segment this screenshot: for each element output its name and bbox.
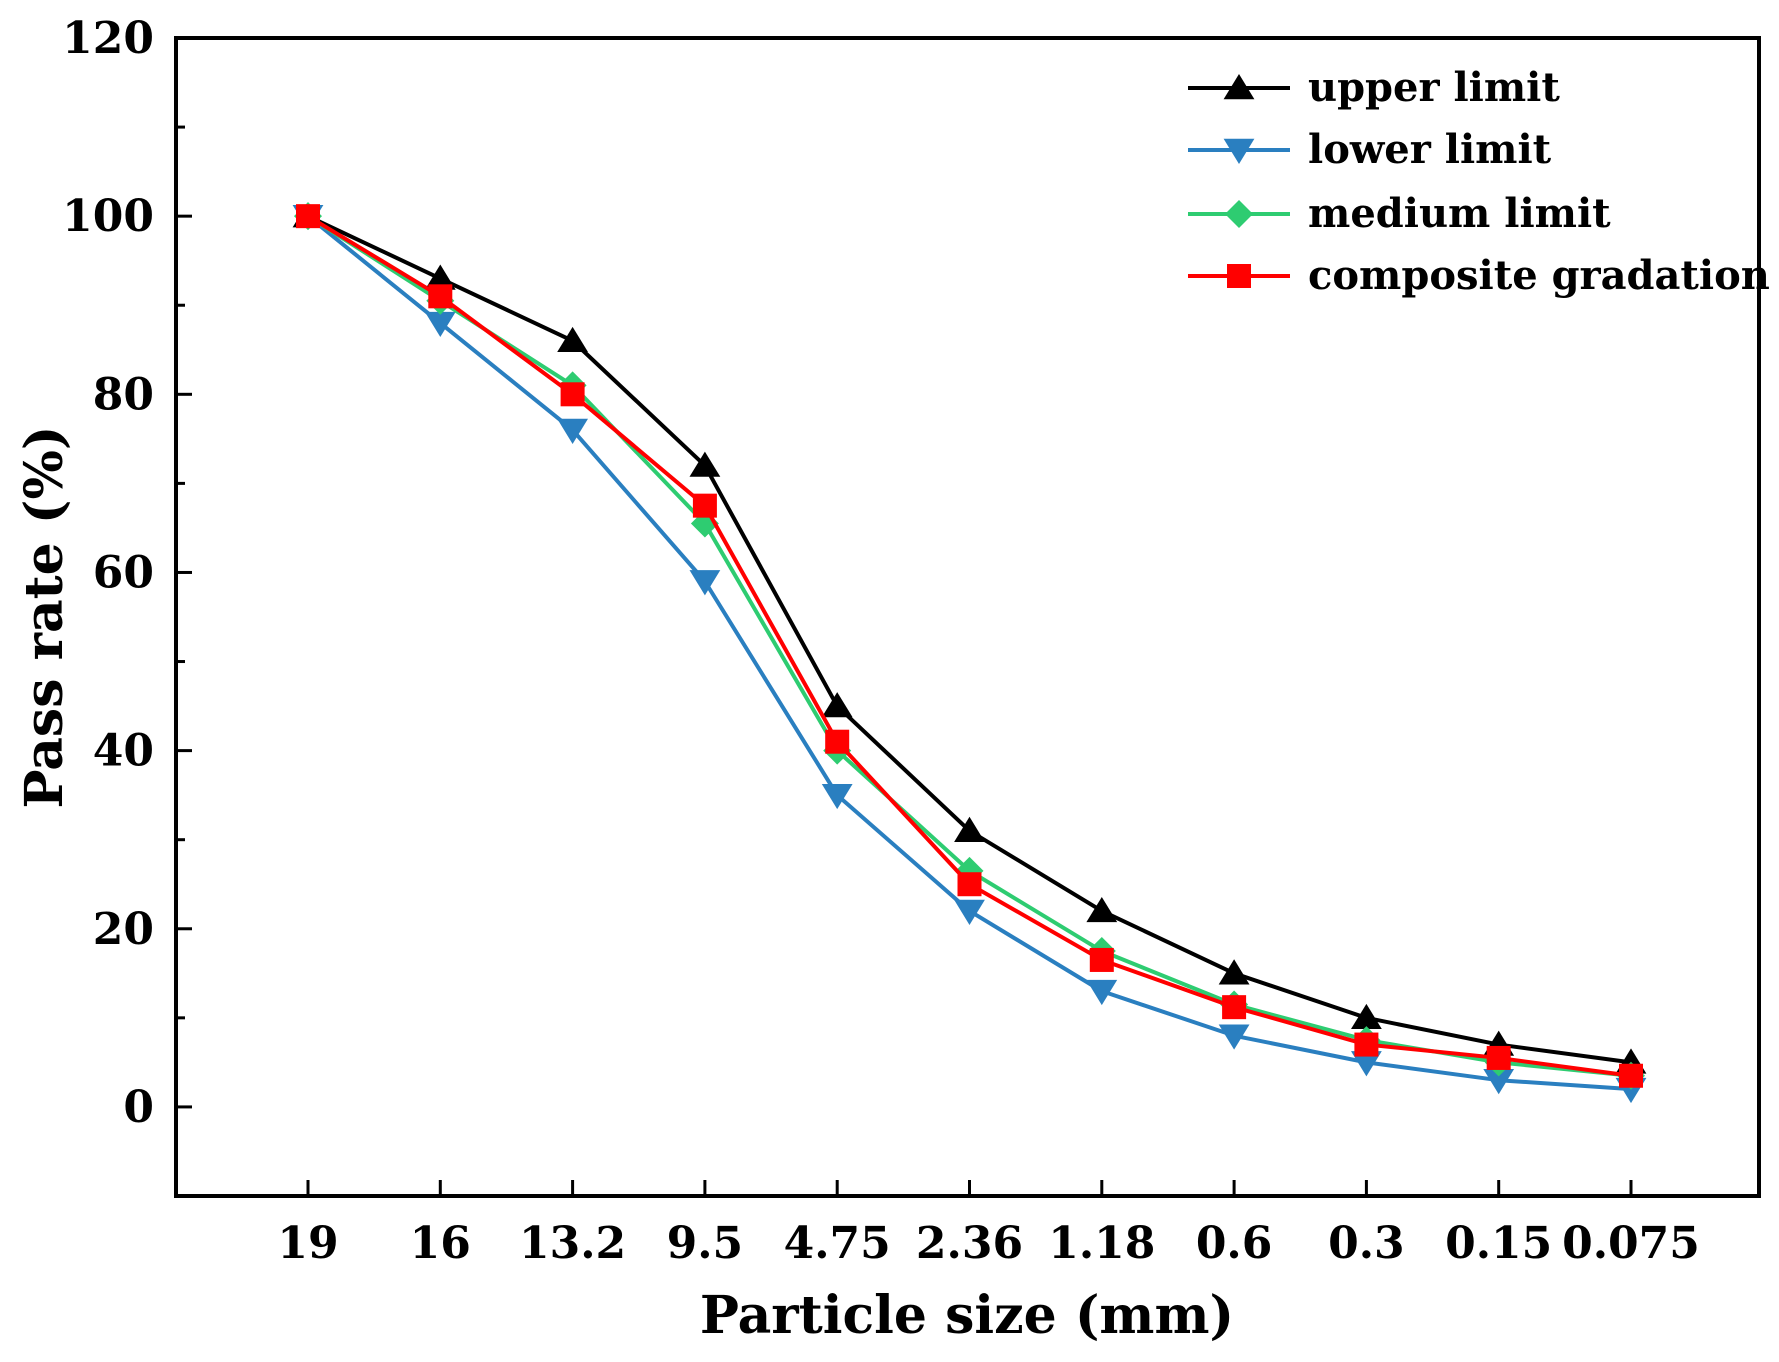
legend: upper limit lower limit medium limit compos… (1188, 64, 1770, 299)
data-point (689, 451, 721, 477)
x-tick-label: 16 (410, 1218, 471, 1269)
y-tick-label: 80 (93, 369, 154, 420)
legend-label: medium limit (1308, 190, 1611, 237)
y-tick-label: 100 (62, 191, 154, 242)
data-point (957, 872, 982, 897)
x-tick-label: 1.18 (1048, 1218, 1155, 1269)
data-point (560, 382, 585, 407)
legend-entry: composite gradation (1188, 252, 1770, 299)
legend-entry: medium limit (1188, 190, 1611, 237)
data-point (821, 783, 853, 810)
data-point (1218, 959, 1250, 985)
x-tick-label: 19 (277, 1218, 338, 1269)
data-point (557, 418, 588, 444)
data-point (954, 816, 985, 842)
data-point (1351, 1003, 1382, 1030)
legend-label: composite gradation (1308, 252, 1770, 299)
data-point (1354, 1032, 1379, 1057)
x-tick-label: 0.075 (1562, 1218, 1700, 1269)
data-point (821, 692, 853, 718)
y-axis-ticks: 0 20 40 60 80 100 120 (62, 13, 192, 1133)
data-point (1086, 896, 1118, 923)
data-point (424, 311, 456, 338)
data-point (954, 899, 985, 925)
legend-marker (1223, 138, 1255, 164)
x-axis-label: Particle size (mm) (700, 1285, 1234, 1346)
y-tick-label: 60 (93, 547, 154, 598)
legend-entry: lower limit (1188, 126, 1552, 173)
legend-entry: upper limit (1188, 64, 1560, 111)
x-tick-label: 13.2 (519, 1218, 626, 1269)
legend-label: upper limit (1308, 64, 1560, 111)
y-tick-label: 40 (93, 726, 154, 777)
data-point (692, 493, 717, 518)
data-point (1619, 1063, 1643, 1088)
data-point (1222, 995, 1247, 1020)
y-axis-label: Pass rate (%) (14, 426, 75, 809)
data-point (296, 204, 320, 229)
data-point (689, 570, 721, 596)
y-tick-label: 20 (93, 904, 154, 955)
series-layer (292, 202, 1647, 1104)
data-point (1486, 1045, 1511, 1070)
x-tick-label: 0.6 (1196, 1218, 1273, 1269)
legend-marker (1223, 74, 1255, 100)
data-point (424, 264, 456, 290)
data-point (1089, 947, 1114, 972)
x-axis-ticks: 19 16 13.2 9.5 4.75 2.36 1.18 0.6 0.3 0.15 0.075 (277, 1180, 1700, 1269)
legend-label: lower limit (1308, 126, 1552, 173)
data-point (1483, 1069, 1515, 1095)
data-point (428, 284, 453, 309)
x-tick-label: 0.15 (1445, 1218, 1552, 1269)
y-tick-label: 120 (62, 13, 154, 64)
data-point (825, 729, 850, 754)
x-tick-label: 2.36 (916, 1218, 1023, 1269)
data-point (557, 326, 588, 353)
y-tick-label: 0 (123, 1082, 154, 1133)
x-tick-label: 9.5 (667, 1218, 744, 1269)
legend-marker (1227, 264, 1251, 288)
series-composite-gradation (296, 204, 1643, 1088)
data-point (1086, 979, 1118, 1006)
data-point (1218, 1024, 1250, 1050)
legend-marker (1225, 200, 1253, 228)
plot-frame (174, 36, 1761, 1198)
x-tick-label: 4.75 (784, 1218, 891, 1269)
x-tick-label: 0.3 (1328, 1218, 1405, 1269)
data-point (1351, 1051, 1382, 1077)
